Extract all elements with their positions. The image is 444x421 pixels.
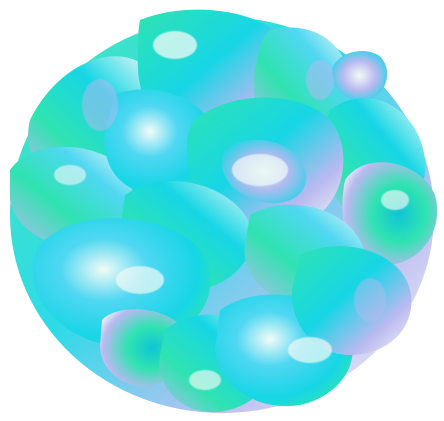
petal-front-right xyxy=(291,246,412,355)
highlight-6 xyxy=(381,190,409,210)
highlight-1 xyxy=(153,31,197,59)
petal-right-mid xyxy=(342,162,438,265)
sheen-1 xyxy=(82,79,118,131)
highlight-5 xyxy=(288,337,332,363)
highlight-3 xyxy=(54,165,86,185)
highlight-4 xyxy=(116,266,164,294)
sheen-2 xyxy=(306,60,334,100)
sheen-3 xyxy=(354,278,386,322)
petal-small-top-right xyxy=(331,50,388,101)
highlight-7 xyxy=(189,370,221,390)
highlight-2 xyxy=(232,154,288,186)
